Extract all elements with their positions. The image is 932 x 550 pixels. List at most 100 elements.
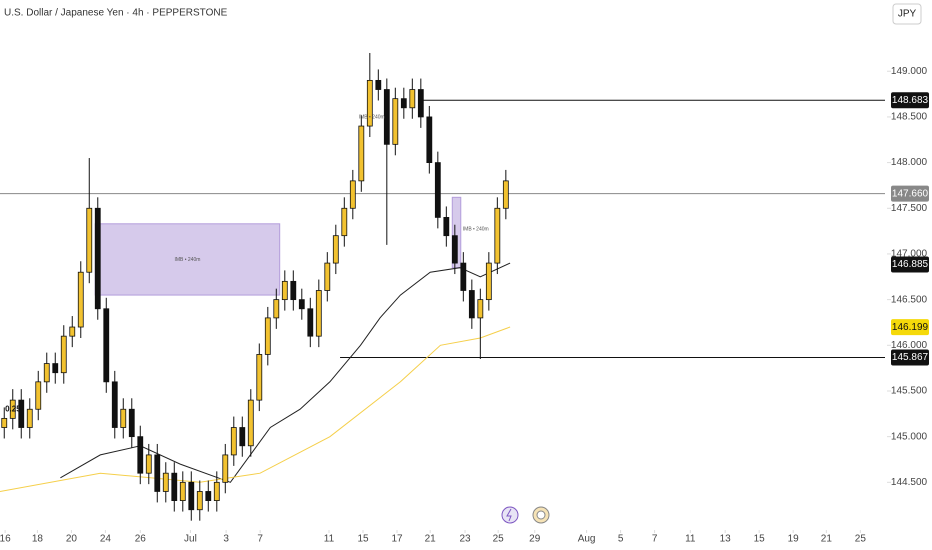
candle-body xyxy=(94,207,101,310)
candle-body xyxy=(460,262,467,291)
candle-body xyxy=(213,481,220,501)
x-tick-label: 25 xyxy=(855,534,867,545)
candle-body xyxy=(256,354,263,401)
candle-body xyxy=(171,472,178,501)
candle-body xyxy=(43,363,50,383)
moving-average xyxy=(0,326,511,492)
x-tick-label: 26 xyxy=(135,534,147,545)
candle-body xyxy=(426,116,433,164)
y-tick-label: 146.500 xyxy=(891,294,928,305)
y-tick-label: 144.500 xyxy=(891,477,928,488)
candle-body xyxy=(358,125,365,182)
x-tick-label: 24 xyxy=(100,534,112,545)
x-tick-label: 21 xyxy=(425,534,437,545)
x-tick-label: 15 xyxy=(754,534,766,545)
event-icons[interactable] xyxy=(501,506,550,524)
x-tick-label: 11 xyxy=(324,534,335,545)
candle-body xyxy=(477,299,484,319)
candle-body xyxy=(9,399,16,419)
candle-body xyxy=(26,408,33,428)
candle-body xyxy=(188,481,195,511)
currency-box[interactable] xyxy=(892,3,922,25)
candle-body xyxy=(315,290,322,337)
y-tick-label: 147.000 xyxy=(891,249,928,260)
y-tick-label: 145.500 xyxy=(891,386,928,397)
imbalance-zone xyxy=(94,223,281,296)
x-tick-label: Jul xyxy=(184,534,197,545)
level-label-box xyxy=(891,349,929,366)
y-tick-label: 145.000 xyxy=(891,431,928,442)
candle-body xyxy=(443,217,450,237)
x-tick-label: 11 xyxy=(685,534,696,545)
x-tick-label: 16 xyxy=(0,534,11,545)
candle-body xyxy=(341,207,348,237)
level-label: 146.885 xyxy=(892,259,929,270)
candle-body xyxy=(145,454,152,474)
candle-body xyxy=(103,308,110,383)
candle-body xyxy=(86,207,93,273)
candle-body xyxy=(1,417,8,428)
candle-body xyxy=(60,335,67,374)
candle-body xyxy=(52,363,59,374)
candle-body xyxy=(247,399,254,447)
candle-body xyxy=(502,180,509,209)
level-label-box xyxy=(891,256,929,273)
candle-body xyxy=(324,262,331,291)
candle-body xyxy=(281,280,288,301)
candle-body xyxy=(298,299,305,310)
candle-body xyxy=(128,408,135,438)
zone-label: IMB • 240m xyxy=(174,257,200,263)
y-tick-label: 147.500 xyxy=(891,203,928,214)
currency[interactable]: JPY xyxy=(898,9,917,20)
candle-body xyxy=(494,207,501,264)
x-tick-label: 20 xyxy=(66,534,78,545)
level-label-box xyxy=(891,185,929,202)
candle-body xyxy=(69,326,76,337)
x-tick-label: 19 xyxy=(788,534,800,545)
level-label-box xyxy=(891,319,929,336)
candle-body xyxy=(154,454,161,492)
candle-body xyxy=(392,98,399,145)
x-tick-label: 3 xyxy=(223,534,229,545)
candle-body xyxy=(18,399,25,428)
candle-body xyxy=(196,491,203,511)
x-tick-label: 18 xyxy=(32,534,44,545)
moving-average xyxy=(60,262,511,483)
candle-body xyxy=(383,89,390,145)
x-tick-label: Aug xyxy=(578,534,596,545)
candle-body xyxy=(409,89,416,109)
candle-body xyxy=(273,299,280,319)
x-tick-label: 7 xyxy=(257,534,263,545)
candle-body xyxy=(485,262,492,301)
candle-body xyxy=(77,271,84,328)
candle-body xyxy=(205,491,212,501)
candle-body xyxy=(111,381,118,428)
candle-body xyxy=(434,162,441,218)
candle-body xyxy=(230,427,237,456)
x-tick-label: 15 xyxy=(357,534,369,545)
candle-body xyxy=(239,427,246,447)
note: IMB • 240m xyxy=(359,114,385,120)
candle-body xyxy=(179,481,186,501)
candle-body xyxy=(264,317,271,355)
zone-label: IMB • 240m xyxy=(463,227,489,233)
candle-body xyxy=(222,454,229,483)
candle-body xyxy=(120,408,127,428)
x-tick-label: 7 xyxy=(652,534,658,545)
x-tick-label: 23 xyxy=(459,534,471,545)
candle-body xyxy=(349,180,356,209)
x-tick-label: 21 xyxy=(821,534,833,545)
x-tick-label: 5 xyxy=(618,534,624,545)
candle-body xyxy=(137,436,144,474)
candle-body xyxy=(332,235,339,264)
x-tick-label: 13 xyxy=(720,534,732,545)
level-label: 146.199 xyxy=(892,322,929,333)
candle-body xyxy=(451,235,458,264)
level-label-box xyxy=(891,92,929,109)
x-tick-label: 25 xyxy=(493,534,505,545)
note: 0.25 xyxy=(5,404,21,413)
chart-title: U.S. Dollar / Japanese Yen · 4h · PEPPER… xyxy=(4,8,228,19)
candle-body xyxy=(307,308,314,337)
x-tick-label: 29 xyxy=(529,534,541,545)
